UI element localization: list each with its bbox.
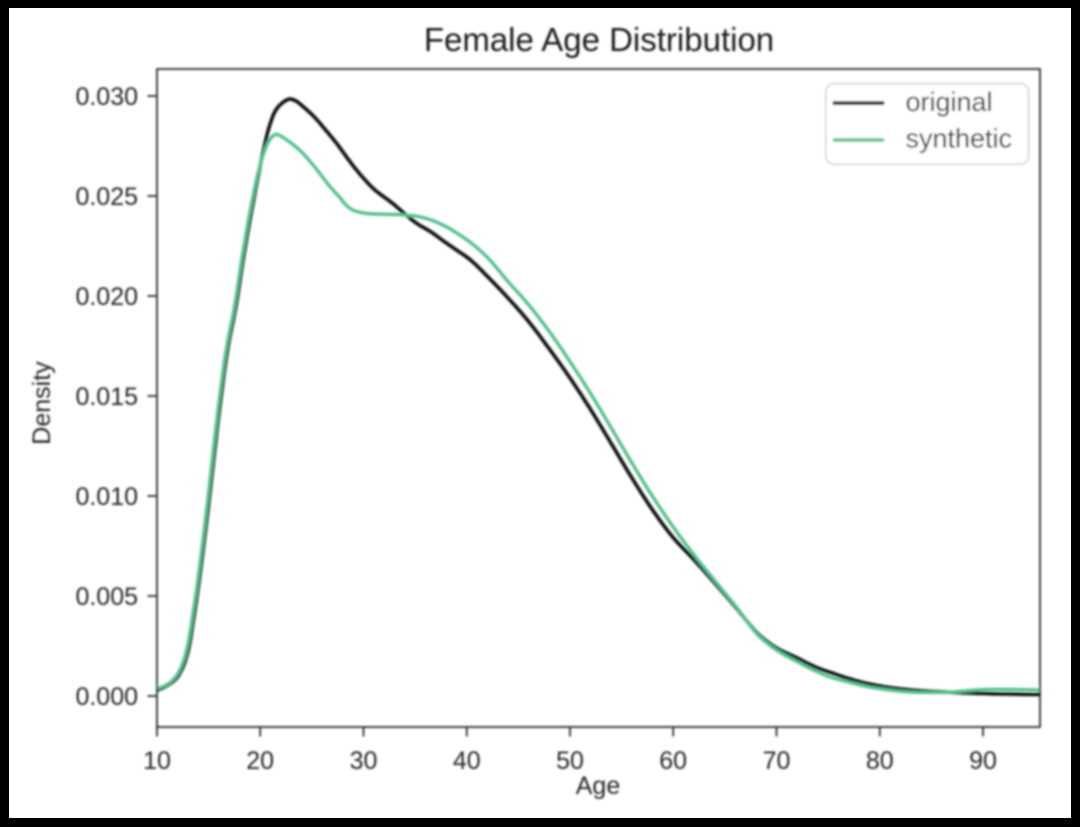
svg-text:Density: Density [28, 361, 56, 445]
svg-text:Female Age Distribution: Female Age Distribution [424, 21, 774, 58]
svg-text:0.015: 0.015 [75, 383, 138, 411]
svg-text:synthetic: synthetic [906, 124, 1013, 154]
svg-text:original: original [906, 87, 993, 117]
svg-text:20: 20 [246, 747, 274, 775]
svg-text:10: 10 [143, 747, 171, 775]
svg-text:0.000: 0.000 [75, 683, 138, 711]
svg-text:0.010: 0.010 [75, 483, 138, 511]
svg-text:Age: Age [576, 772, 620, 800]
svg-text:70: 70 [763, 747, 791, 775]
svg-text:0.005: 0.005 [75, 583, 138, 611]
svg-text:40: 40 [453, 747, 481, 775]
svg-text:0.025: 0.025 [75, 183, 138, 211]
svg-text:60: 60 [659, 747, 687, 775]
svg-text:90: 90 [969, 747, 997, 775]
svg-text:0.030: 0.030 [75, 83, 138, 111]
svg-text:80: 80 [866, 747, 894, 775]
svg-text:0.020: 0.020 [75, 283, 138, 311]
svg-text:50: 50 [556, 747, 584, 775]
svg-text:30: 30 [350, 747, 378, 775]
